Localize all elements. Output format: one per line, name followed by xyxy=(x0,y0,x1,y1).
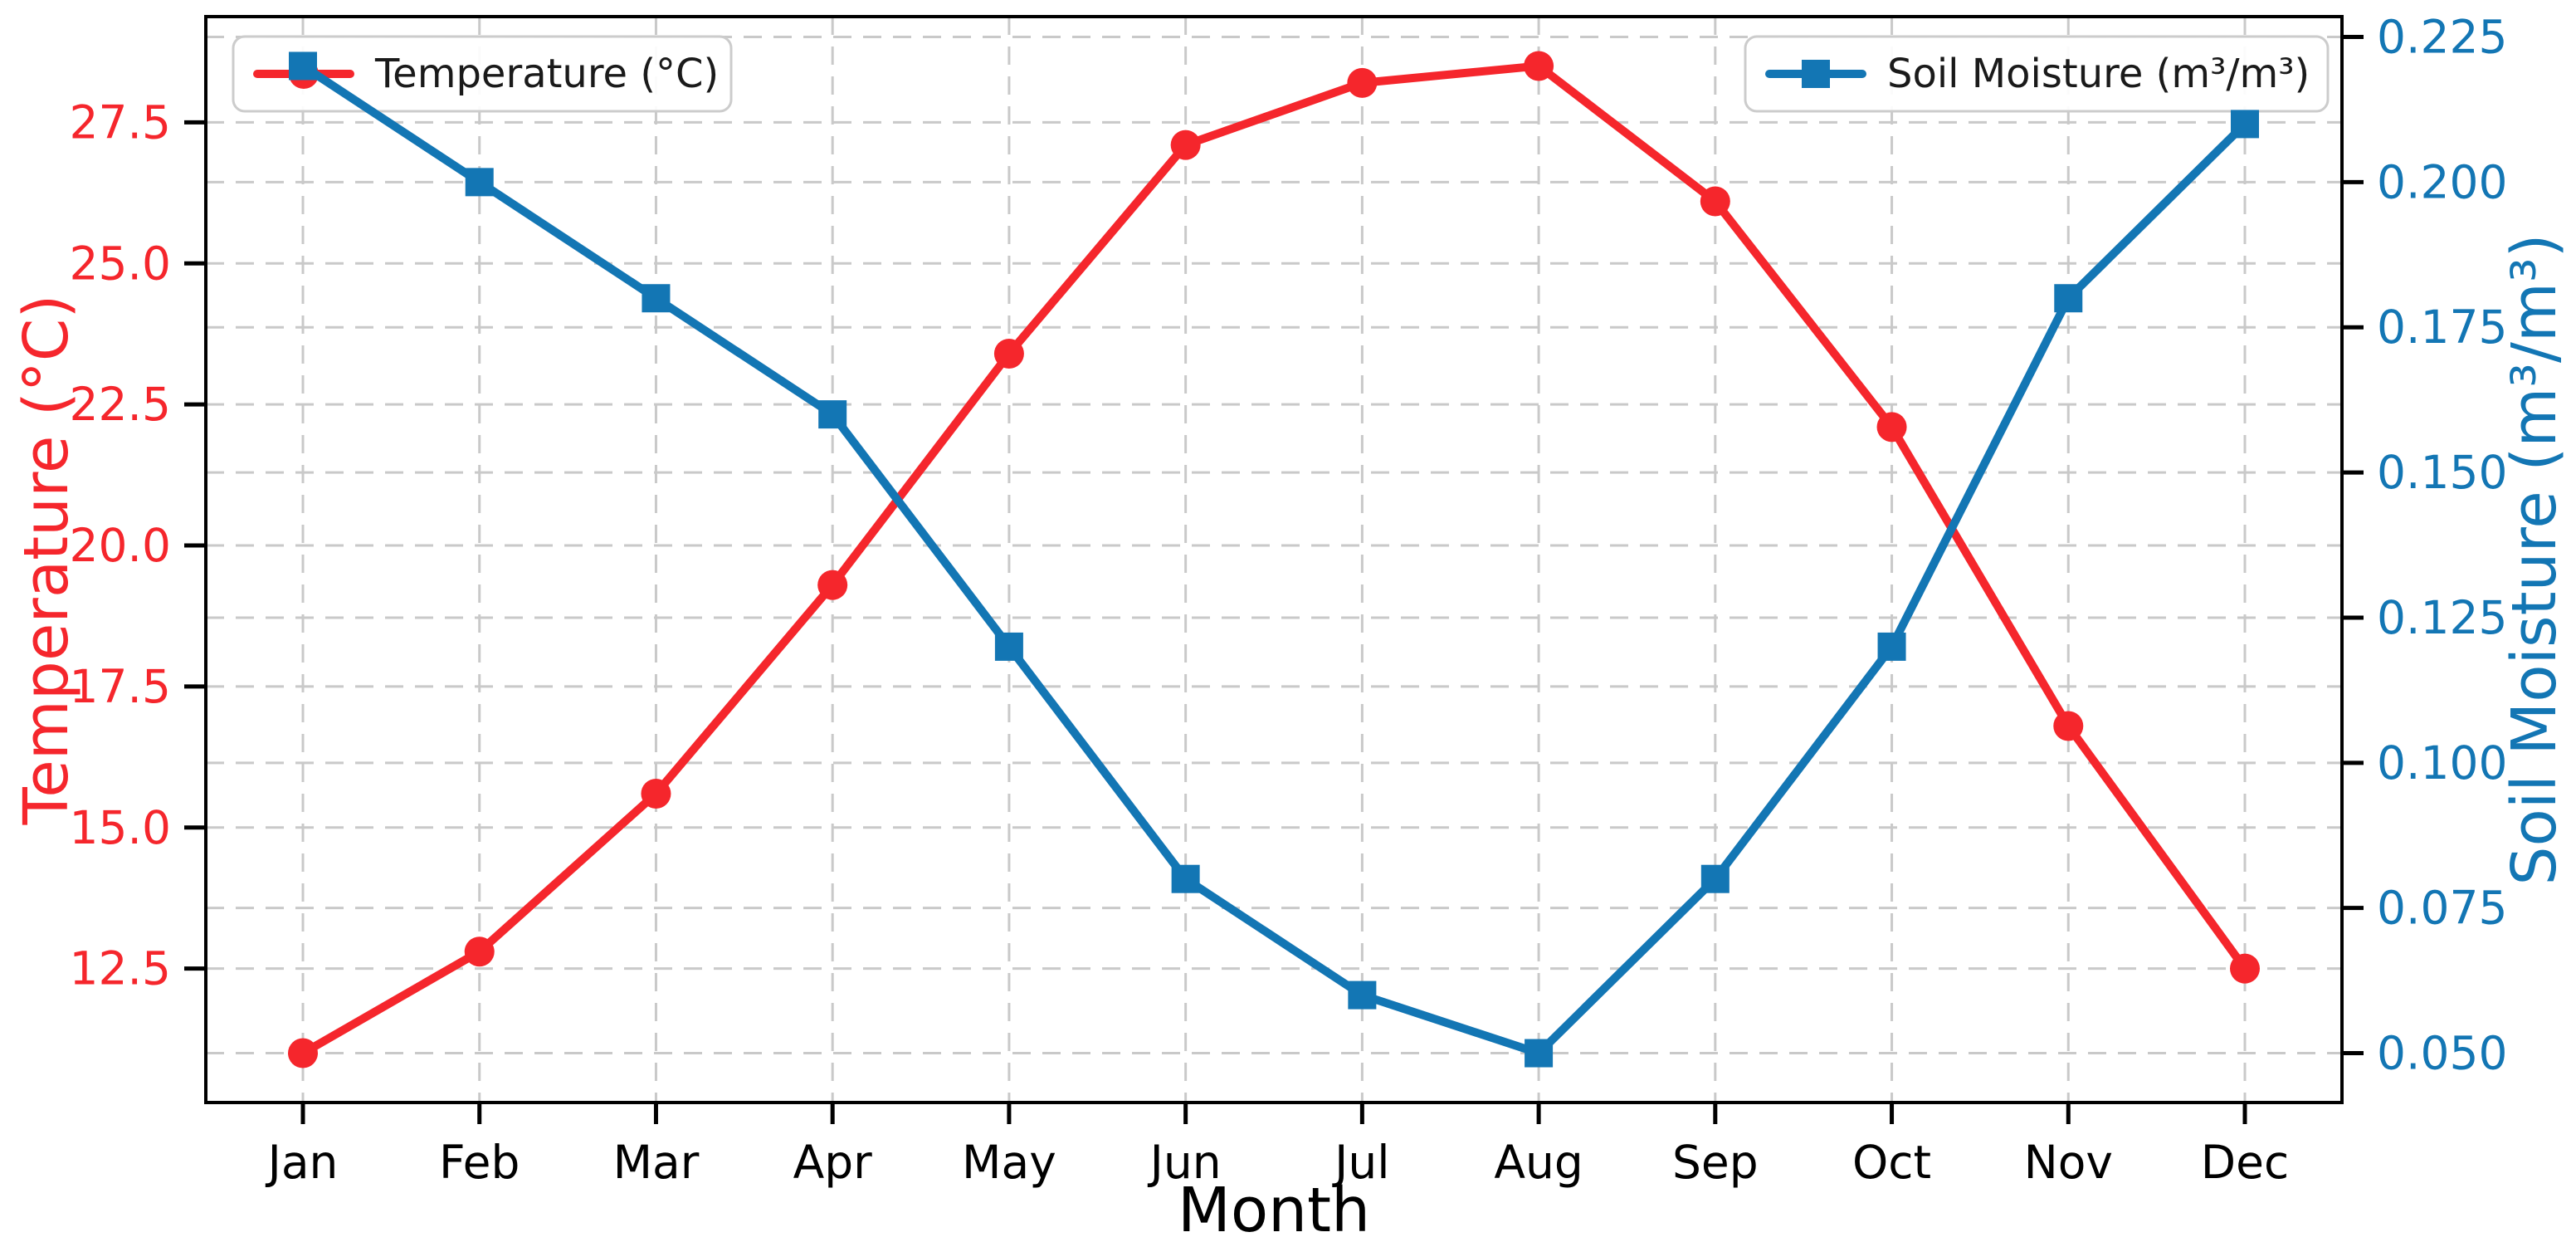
right-tick-label: 0.075 xyxy=(2377,882,2507,935)
left-axis-title: Temperature (°C) xyxy=(11,295,82,826)
right-tick-label: 0.100 xyxy=(2377,736,2507,790)
left-tick-label: 27.5 xyxy=(70,95,171,149)
legend-moisture-box xyxy=(1744,35,2330,113)
left-tick-label: 17.5 xyxy=(70,660,171,713)
moisture-point-May xyxy=(994,632,1023,661)
grid-layer xyxy=(206,17,2342,1103)
temperature-point-Oct xyxy=(1876,412,1907,443)
left-tick-label: 25.0 xyxy=(70,237,171,290)
moisture-line xyxy=(299,61,2249,1058)
right-tick-label: 0.225 xyxy=(2377,10,2507,63)
right-tick-label: 0.150 xyxy=(2377,446,2507,499)
x-tick-label-Jul: Jul xyxy=(1332,1136,1389,1189)
right-tick-label: 0.200 xyxy=(2377,155,2507,208)
temperature-point-Sep xyxy=(1700,186,1730,217)
temperature-point-Feb xyxy=(464,936,495,967)
x-tick-label-May: May xyxy=(962,1136,1056,1189)
right-tick-label: 0.050 xyxy=(2377,1027,2507,1080)
moisture-point-Sep xyxy=(1700,864,1730,893)
x-tick-label-Sep: Sep xyxy=(1672,1136,1759,1189)
right-tick-label: 0.175 xyxy=(2377,301,2507,354)
left-tick-label: 12.5 xyxy=(70,942,171,995)
x-tick-label-Apr: Apr xyxy=(793,1136,873,1189)
axes-layer: 27.5 25.0 22.5 20.0 17.5 15.0 12.5 0.225 0.200 0.… xyxy=(70,10,2508,1189)
temperature-point-Mar xyxy=(641,778,671,809)
x-tick-label-Nov: Nov xyxy=(2024,1136,2113,1189)
x-tick-label-Dec: Dec xyxy=(2201,1136,2289,1189)
left-tick-label: 15.0 xyxy=(70,801,171,854)
series-layer xyxy=(288,51,2260,1068)
legend-moisture-label: Soil Moisture (m³/m³) xyxy=(1887,51,2310,97)
moisture-point-Jul xyxy=(1348,980,1377,1010)
moisture-point-Jun xyxy=(1171,864,1200,893)
temperature-point-May xyxy=(993,338,1024,369)
moisture-point-Jan xyxy=(289,51,317,81)
moisture-point-Aug xyxy=(1525,1039,1554,1068)
x-tick-label-Jun: Jun xyxy=(1148,1136,1222,1189)
x-tick-label-Oct: Oct xyxy=(1852,1136,1931,1189)
temperature-point-Aug xyxy=(1524,51,1554,81)
moisture-point-Feb xyxy=(465,168,494,197)
plot-border xyxy=(204,15,2344,1104)
x-tick-label-Jan: Jan xyxy=(266,1136,339,1189)
left-tick-label: 20.0 xyxy=(70,519,171,572)
moisture-point-Nov xyxy=(2054,284,2083,313)
legend-moisture: Soil Moisture (m³/m³) xyxy=(1744,35,2330,113)
right-axis-title: Soil Moisture (m³/m³) xyxy=(2499,233,2570,885)
moisture-point-Apr xyxy=(818,400,847,429)
temperature-point-Jul xyxy=(1347,67,1378,98)
temperature-point-Jun xyxy=(1170,130,1201,160)
legend-temperature-label: Temperature (°C) xyxy=(374,51,719,97)
legend-moisture-marker xyxy=(1802,60,1830,88)
right-tick-label: 0.125 xyxy=(2377,591,2507,644)
x-tick-label-Mar: Mar xyxy=(613,1136,700,1189)
temperature-point-Nov xyxy=(2053,711,2084,741)
moisture-point-Dec xyxy=(2231,110,2259,139)
x-tick-label-Feb: Feb xyxy=(439,1136,520,1189)
temperature-line xyxy=(299,61,2249,1058)
temperature-point-Dec xyxy=(2230,953,2260,984)
moisture-point-Oct xyxy=(1877,632,1906,661)
moisture-point-Mar xyxy=(642,284,671,313)
x-axis-title: Month xyxy=(1178,1175,1370,1242)
left-tick-label: 22.5 xyxy=(70,378,171,431)
temperature-point-Apr xyxy=(817,570,848,600)
temperature-point-Jan xyxy=(288,1038,318,1068)
legend-temperature-box xyxy=(232,35,733,113)
x-tick-label-Aug: Aug xyxy=(1494,1136,1583,1189)
